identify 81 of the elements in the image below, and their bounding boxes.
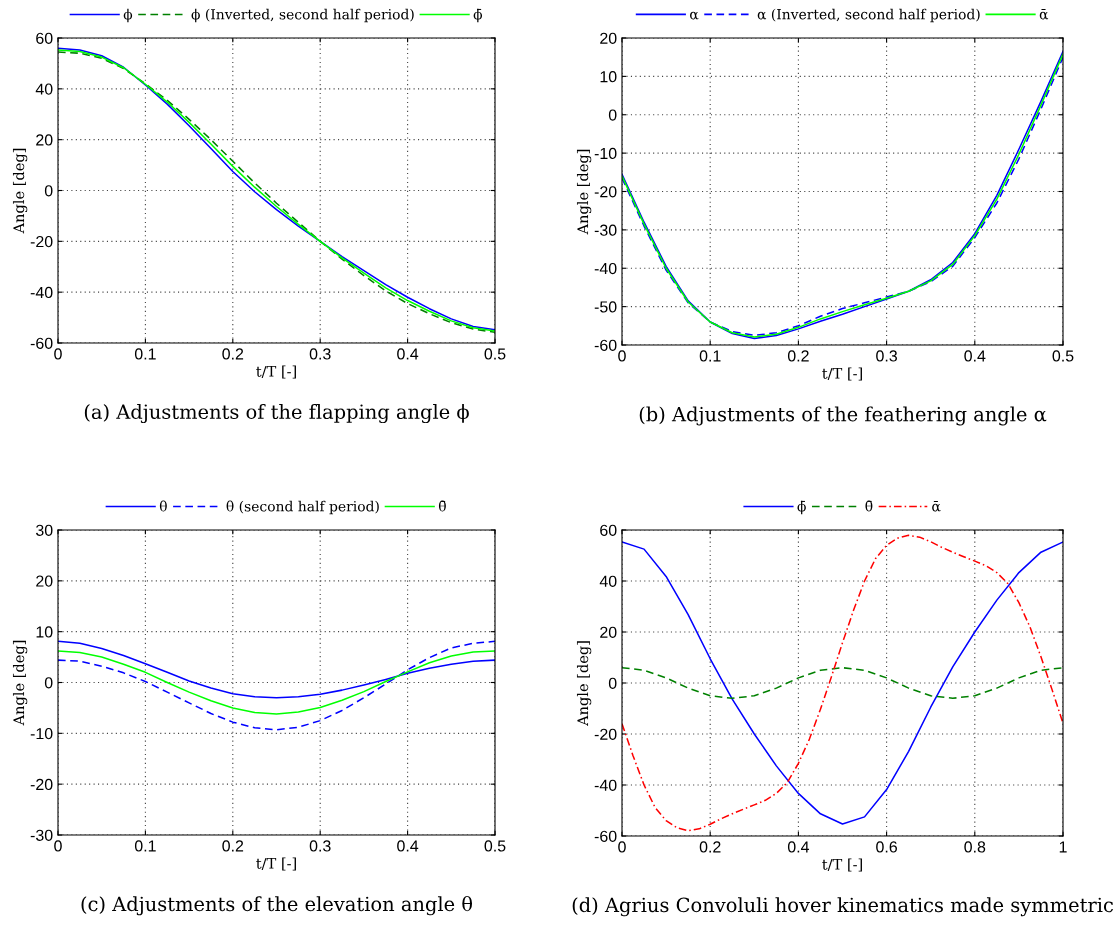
y-tick-label: -20 — [594, 186, 617, 198]
x-axis-title: t/T [-] — [256, 857, 296, 871]
y-axis-title: Angle [deg] — [576, 149, 592, 235]
x-tick-label: 1 — [1059, 841, 1067, 853]
y-tick-label: -10 — [30, 727, 53, 740]
x-tick-label: 0.4 — [397, 348, 419, 360]
y-tick-label: 20 — [36, 134, 53, 146]
y-axis-title: Angle [deg] — [12, 148, 28, 234]
x-tick-label: 0.2 — [787, 350, 809, 362]
x-tick-label: 0.4 — [787, 841, 810, 853]
y-tick-label: -40 — [30, 286, 53, 299]
text: (d) Agrius Convoluli hover kinematics made symmetric — [572, 897, 1113, 917]
y-tick-label: 20 — [36, 575, 53, 587]
x-tick-label: 0.6 — [876, 841, 897, 853]
legend-label: ϕ̄ — [473, 8, 483, 23]
y-tick-label: 40 — [599, 575, 617, 587]
x-tick-label: 0.8 — [964, 841, 986, 853]
y-tick-label: -60 — [594, 339, 617, 351]
y-tick-label: 60 — [36, 32, 53, 44]
line-series — [58, 650, 495, 715]
y-axis-title: Angle [deg] — [576, 641, 592, 727]
y-tick-label: -30 — [594, 224, 617, 236]
text: (a) Adjustments of the flapping angle ϕ — [84, 404, 469, 424]
x-tick-label: 0.2 — [699, 841, 721, 853]
y-tick-label: 10 — [36, 626, 53, 638]
x-tick-label: 0.1 — [699, 350, 721, 362]
y-axis-title: Angle [deg] — [12, 640, 28, 726]
x-tick-label: 0.1 — [134, 840, 156, 852]
legend-label: α (Inverted, second half period) — [757, 8, 980, 23]
line-series — [622, 666, 1063, 700]
x-tick-label: 0.5 — [1052, 350, 1074, 362]
legend-label: ϕ̄ — [797, 500, 806, 515]
y-tick-label: -60 — [30, 337, 53, 349]
y-tick-label: 60 — [600, 524, 617, 536]
x-tick-label: 0.3 — [876, 350, 897, 362]
x-tick-label: 0.5 — [484, 840, 506, 852]
legend-label: ϕ (Inverted, second half period) — [191, 8, 414, 23]
legend-label: ᾱ — [932, 500, 941, 512]
text: (b) Adjustments of the feathering angle α — [639, 406, 1047, 426]
y-tick-label: -50 — [594, 301, 617, 313]
y-tick-label: 0 — [44, 185, 53, 197]
y-tick-label: -40 — [594, 779, 617, 791]
x-tick-label: 0.2 — [222, 840, 244, 852]
y-tick-label: -40 — [594, 262, 617, 275]
y-tick-label: -30 — [30, 829, 53, 841]
y-tick-label: 30 — [35, 524, 53, 536]
legend-label: ᾱ — [1039, 8, 1049, 20]
y-tick-label: 40 — [35, 83, 53, 95]
y-tick-label: 20 — [600, 626, 617, 638]
x-tick-label: 0.5 — [484, 348, 506, 360]
x-tick-label: 0 — [618, 350, 626, 362]
x-tick-label: 0.3 — [309, 348, 331, 360]
x-tick-label: 0.2 — [222, 348, 244, 360]
y-tick-label: 0 — [608, 677, 617, 689]
x-axis-title: t/T [-] — [822, 367, 862, 381]
x-tick-label: 0.1 — [134, 348, 156, 360]
x-tick-label: 0 — [618, 841, 626, 853]
x-tick-label: 0 — [54, 348, 62, 360]
y-tick-label: 0 — [44, 677, 53, 689]
x-axis-title: t/T [-] — [256, 365, 296, 379]
y-tick-label: -20 — [594, 728, 617, 740]
legend-label: θ̄ — [438, 500, 446, 512]
x-tick-label: 0.3 — [309, 840, 331, 852]
x-axis-title: t/T [-] — [822, 858, 862, 872]
y-tick-label: 0 — [608, 109, 617, 121]
y-tick-label: -60 — [594, 830, 617, 842]
legend-label: θ̄ — [865, 500, 873, 512]
x-tick-label: 0 — [54, 840, 62, 852]
x-tick-label: 0.4 — [397, 840, 419, 852]
legend-label: θ (second half period) — [226, 500, 379, 515]
text: (c) Adjustments of the elevation angle θ — [81, 896, 473, 916]
y-tick-label: -20 — [30, 778, 53, 791]
line-series — [58, 640, 495, 731]
legend-label: α — [690, 11, 699, 20]
y-tick-label: 20 — [600, 32, 617, 44]
legend-label: ϕ — [123, 8, 133, 23]
y-tick-label: 10 — [600, 71, 617, 83]
y-tick-label: -10 — [594, 147, 617, 160]
legend-label: θ — [159, 500, 167, 512]
y-tick-label: -20 — [30, 235, 53, 248]
x-tick-label: 0.4 — [964, 350, 986, 362]
